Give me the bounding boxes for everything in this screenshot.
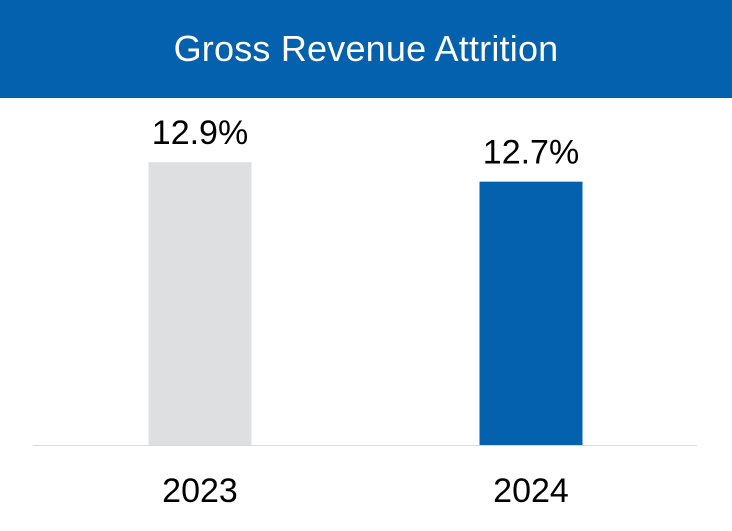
- bar-chart: 12.9% 12.7% 2023 2024: [33, 114, 697, 510]
- title-bar: Gross Revenue Attrition: [0, 0, 732, 98]
- x-tick-label-2024: 2024: [493, 472, 569, 510]
- chart-title: Gross Revenue Attrition: [173, 28, 559, 69]
- data-label-2024: 12.7%: [483, 134, 579, 172]
- bar-2024: [479, 181, 583, 445]
- bar-2023: [148, 162, 252, 445]
- x-tick-label-2023: 2023: [162, 472, 238, 510]
- data-label-2023: 12.9%: [152, 114, 248, 152]
